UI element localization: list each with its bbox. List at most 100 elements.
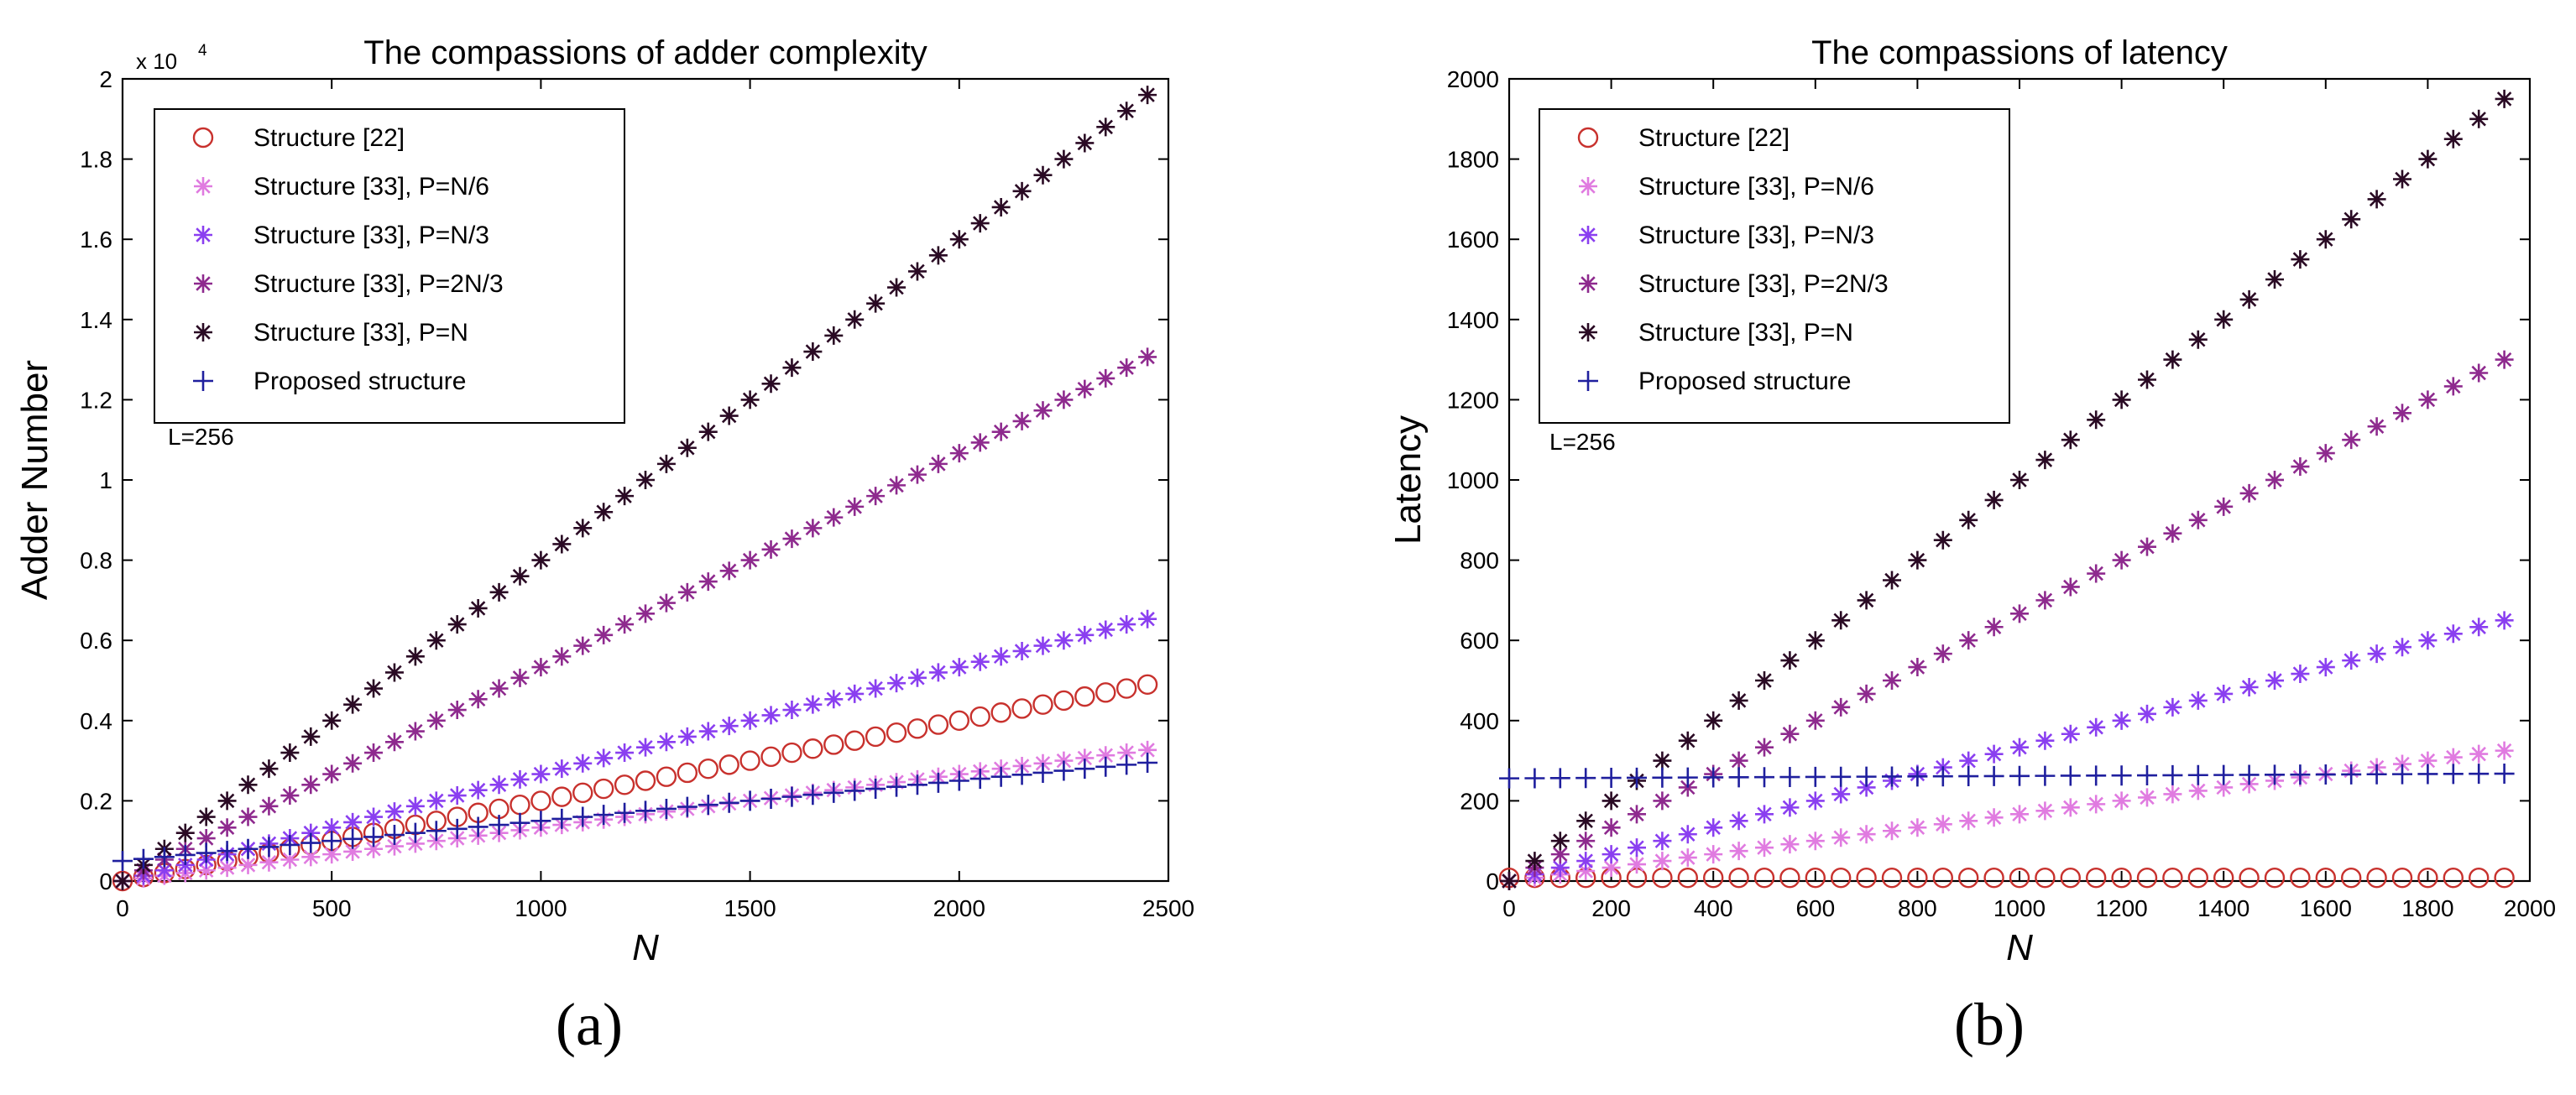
data-point <box>2060 867 2082 889</box>
data-point <box>1755 805 1774 824</box>
x-tick-label: 400 <box>1694 895 1733 921</box>
legend-marker <box>1578 371 1598 391</box>
data-point <box>1095 756 1116 777</box>
data-point <box>2367 190 2386 209</box>
data-point <box>1075 625 1095 644</box>
data-point <box>2443 129 2463 149</box>
legend-marker <box>1579 274 1597 293</box>
legend-marker <box>193 371 213 391</box>
data-point <box>991 647 1011 666</box>
data-point <box>1653 852 1672 871</box>
data-point <box>343 812 363 832</box>
data-point <box>322 845 342 864</box>
data-point <box>1012 181 1032 201</box>
legend-entry: Structure [33], P=N <box>253 319 468 347</box>
data-point <box>970 214 990 233</box>
data-point <box>2340 867 2362 889</box>
data-point <box>2138 704 2156 723</box>
data-point <box>1805 832 1825 851</box>
data-point <box>2061 430 2080 450</box>
data-point <box>948 770 969 791</box>
data-point <box>2035 765 2056 786</box>
y-tick-label: 0.4 <box>80 708 112 734</box>
data-point <box>677 762 698 784</box>
data-point <box>2214 778 2234 797</box>
data-point <box>1983 765 2004 786</box>
data-point <box>2214 310 2234 329</box>
data-point <box>1602 858 1621 878</box>
data-point <box>1011 698 1032 719</box>
y-exponent-power: 4 <box>198 42 207 60</box>
data-point <box>405 822 426 843</box>
data-point <box>803 342 823 362</box>
data-point <box>196 861 216 880</box>
data-point <box>509 812 530 833</box>
data-point <box>2087 717 2106 737</box>
data-point <box>739 790 760 811</box>
data-point <box>2163 697 2182 717</box>
data-point <box>656 798 677 819</box>
data-point <box>761 374 781 394</box>
data-point <box>2087 410 2106 430</box>
data-point <box>614 802 635 823</box>
data-point <box>259 853 279 872</box>
data-point <box>740 711 760 730</box>
data-point <box>927 714 949 735</box>
data-point <box>1117 743 1136 763</box>
data-point <box>2342 430 2361 450</box>
data-point <box>2443 748 2463 767</box>
x-tick-label: 0 <box>1502 895 1516 921</box>
data-point <box>1677 867 1699 889</box>
data-point <box>1032 694 1053 715</box>
data-point <box>1116 678 1137 699</box>
data-point <box>2188 510 2208 529</box>
data-point <box>2494 764 2515 785</box>
data-point <box>280 834 300 855</box>
data-point <box>468 690 488 709</box>
chart-title: The compassions of adder complexity <box>363 34 927 71</box>
data-point <box>677 727 697 746</box>
data-point <box>2214 497 2234 516</box>
data-point <box>280 850 300 869</box>
data-point <box>656 593 676 613</box>
data-point <box>1575 768 1596 789</box>
data-point <box>217 858 237 878</box>
data-point <box>573 636 593 655</box>
data-point <box>635 800 656 821</box>
data-point <box>551 808 572 829</box>
legend-box <box>154 108 625 424</box>
data-point <box>2418 751 2438 770</box>
data-point <box>991 197 1011 216</box>
data-point <box>2136 867 2158 889</box>
data-point <box>447 701 467 720</box>
data-point <box>969 769 990 790</box>
data-point <box>2366 867 2387 889</box>
legend: Structure [22] Structure [33], P=N/6 Struc… <box>154 108 625 424</box>
data-point <box>510 769 530 789</box>
data-point <box>384 663 404 682</box>
x-tick-label: 1400 <box>2197 895 2249 921</box>
data-point <box>1117 102 1136 121</box>
data-point <box>1075 133 1095 153</box>
annotation-label: L=256 <box>168 424 234 450</box>
data-point <box>887 476 907 495</box>
data-point <box>154 847 175 868</box>
data-point <box>1549 768 1570 789</box>
y-tick-label: 0.2 <box>80 788 112 814</box>
data-point <box>1137 752 1158 773</box>
data-point <box>175 844 196 865</box>
legend-entry: Structure [33], P=N/6 <box>1638 173 1874 201</box>
data-point <box>1856 867 1877 889</box>
data-point <box>2214 684 2234 703</box>
data-point <box>927 772 948 793</box>
data-point <box>2035 591 2055 610</box>
data-point <box>2112 791 2131 811</box>
data-point <box>1932 867 1954 889</box>
x-tick-label: 1000 <box>1993 895 2046 921</box>
data-point <box>1602 845 1621 864</box>
data-point <box>1678 731 1697 750</box>
data-point <box>1755 671 1774 690</box>
data-point <box>2367 417 2386 436</box>
data-point <box>1907 766 1928 787</box>
data-point <box>1959 631 1978 650</box>
